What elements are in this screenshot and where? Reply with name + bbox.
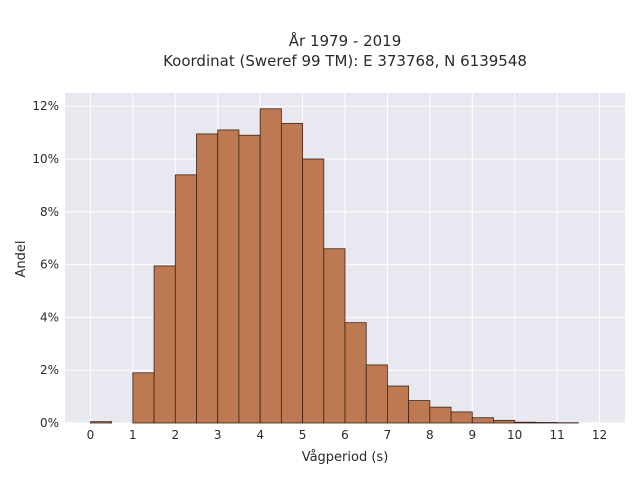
histogram-bar bbox=[259, 108, 282, 424]
y-tick-label: 0% bbox=[40, 416, 59, 430]
histogram-bar bbox=[514, 421, 537, 424]
histogram-bar bbox=[217, 129, 240, 424]
histogram-bar bbox=[196, 133, 219, 424]
y-axis-label: Andel bbox=[14, 241, 29, 278]
histogram-bar bbox=[471, 417, 494, 424]
histogram-bar bbox=[174, 174, 197, 424]
chart-title-line-1: År 1979 - 2019 bbox=[289, 31, 402, 50]
x-tick-label: 2 bbox=[171, 428, 179, 442]
x-tick-label: 0 bbox=[87, 428, 95, 442]
x-axis-label: Vågperiod (s) bbox=[302, 450, 389, 465]
y-tick-label: 10% bbox=[32, 152, 59, 166]
histogram-bar bbox=[365, 364, 388, 424]
x-tick-label: 3 bbox=[214, 428, 222, 442]
histogram-bar bbox=[387, 385, 410, 424]
x-tick-label: 10 bbox=[507, 428, 522, 442]
histogram-bar bbox=[429, 406, 452, 424]
chart-title-line-2: Koordinat (Sweref 99 TM): E 373768, N 61… bbox=[163, 52, 527, 70]
x-tick-label: 12 bbox=[592, 428, 607, 442]
y-tick-label: 12% bbox=[32, 99, 59, 113]
histogram-bar bbox=[132, 372, 155, 424]
x-tick-label: 11 bbox=[549, 428, 564, 442]
x-tick-label: 4 bbox=[256, 428, 264, 442]
x-tick-label: 1 bbox=[129, 428, 137, 442]
histogram-bar bbox=[280, 122, 303, 424]
histogram-bar bbox=[535, 422, 558, 424]
x-tick-label: 8 bbox=[426, 428, 434, 442]
y-tick-label: 2% bbox=[40, 363, 59, 377]
histogram-bar bbox=[344, 322, 367, 424]
x-tick-label: 9 bbox=[468, 428, 476, 442]
histogram-bar bbox=[450, 411, 473, 424]
x-tick-label: 6 bbox=[341, 428, 349, 442]
histogram-bar bbox=[323, 248, 346, 424]
histogram-bar bbox=[90, 421, 113, 424]
histogram-bar bbox=[408, 400, 431, 424]
histogram-bar bbox=[302, 158, 325, 424]
histogram-bar bbox=[153, 265, 176, 424]
histogram-bars bbox=[90, 108, 579, 424]
histogram-bar bbox=[493, 419, 516, 424]
y-tick-label: 8% bbox=[40, 205, 59, 219]
x-tick-label: 7 bbox=[384, 428, 392, 442]
histogram-bar bbox=[238, 134, 261, 424]
y-tick-label: 4% bbox=[40, 310, 59, 324]
y-tick-label: 6% bbox=[40, 258, 59, 272]
x-tick-label: 5 bbox=[299, 428, 307, 442]
axis-ticks: 0 1 2 3 4 5 6 7 8 9 10 11 120%2%4%6%8%10%12% bbox=[32, 99, 607, 442]
